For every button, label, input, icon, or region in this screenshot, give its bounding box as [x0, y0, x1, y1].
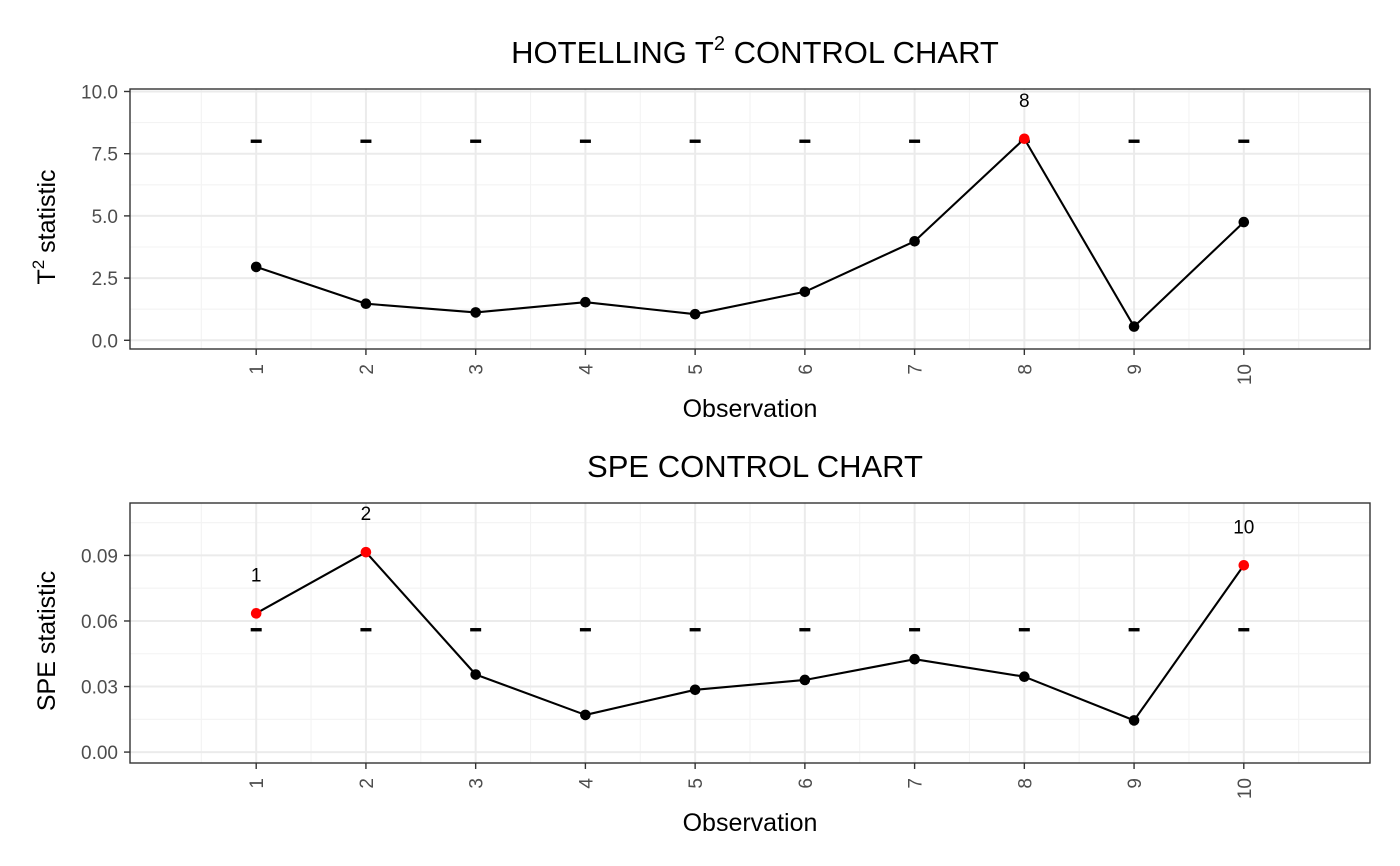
chart-title-text: HOTELLING T — [511, 35, 714, 70]
y-axis-title-text: T — [33, 269, 61, 284]
x-tick-label: 4 — [576, 364, 597, 375]
out-of-control-point — [360, 546, 372, 558]
chart-2: 1 2 10 0.00 0.03 0.06 0.09 1 2 3 4 5 6 7 8 9 10 SPE CONTR… — [33, 449, 1371, 837]
chart-title-text: SPE CONTROL CHART — [587, 449, 923, 484]
data-point — [909, 235, 920, 247]
x-tick-label: 7 — [906, 778, 927, 789]
point-label: 8 — [1019, 91, 1030, 112]
x-tick-label: 3 — [467, 364, 488, 375]
y-tick-label: 0.09 — [81, 546, 118, 567]
x-tick-label: 10 — [1235, 778, 1256, 799]
x-tick-label: 5 — [686, 778, 707, 789]
y-tick-label: 0.06 — [81, 612, 118, 633]
data-point — [360, 298, 372, 310]
panel-border — [129, 88, 1371, 350]
data-point — [689, 684, 701, 696]
y-axis-title-text: SPE statistic — [33, 571, 61, 711]
data-point — [470, 307, 481, 318]
y-axis-title-suffix: statistic — [33, 169, 61, 259]
x-tick-label: 2 — [357, 364, 378, 375]
x-tick-label: 9 — [1125, 778, 1146, 789]
x-tick-label: 3 — [467, 778, 488, 789]
data-point — [250, 261, 262, 273]
x-tick-label: 1 — [247, 364, 268, 375]
point-label: 10 — [1233, 517, 1254, 538]
y-tick-label: 0.03 — [81, 678, 118, 699]
x-tick-label: 6 — [796, 778, 817, 789]
chart-title: SPE CONTROL CHART — [587, 449, 923, 484]
x-tick-label: 2 — [357, 778, 378, 789]
chart-title-suffix: CONTROL CHART — [725, 35, 999, 70]
data-point — [1019, 671, 1030, 682]
point-label: 2 — [361, 504, 372, 525]
series-line — [255, 137, 1245, 328]
x-tick-label: 8 — [1015, 778, 1036, 789]
data-point — [1128, 715, 1140, 726]
x-tick-label: 7 — [906, 364, 927, 375]
y-axis-title: T2 statistic — [29, 169, 61, 284]
data-point — [580, 296, 591, 308]
y-tick-label: 7.5 — [92, 145, 118, 166]
y-axis-title-superscript: 2 — [29, 260, 48, 269]
data-point — [689, 308, 701, 320]
chart-title-superscript: 2 — [714, 33, 725, 55]
data-point — [799, 674, 811, 686]
y-tick-label: 10.0 — [81, 82, 118, 103]
out-of-control-point — [1238, 559, 1250, 571]
series-line — [255, 551, 1245, 722]
y-axis-title: SPE statistic — [33, 571, 61, 711]
x-tick-label: 9 — [1125, 364, 1146, 375]
out-of-control-point — [250, 608, 262, 619]
data-point — [470, 669, 481, 680]
data-point — [580, 709, 591, 721]
x-tick-label: 6 — [796, 364, 817, 375]
y-tick-label: 0.00 — [81, 743, 118, 764]
data-point — [909, 653, 920, 665]
y-tick-label: 2.5 — [92, 269, 118, 290]
x-tick-label: 1 — [247, 778, 268, 789]
out-of-control-point — [1019, 133, 1030, 145]
x-tick-label: 5 — [686, 364, 707, 375]
point-label: 1 — [251, 565, 262, 586]
data-point — [1238, 216, 1250, 228]
x-tick-label: 8 — [1015, 364, 1036, 375]
x-tick-label: 4 — [576, 778, 597, 789]
data-point — [799, 286, 811, 298]
x-axis-title: Observation — [683, 809, 818, 837]
y-tick-label: 0.0 — [92, 331, 118, 352]
panel-border — [129, 502, 1371, 764]
x-tick-label: 10 — [1235, 364, 1256, 385]
y-tick-label: 5.0 — [92, 207, 118, 228]
x-axis-title: Observation — [683, 395, 818, 423]
data-point — [1128, 321, 1140, 332]
chart-title: HOTELLING T2 CONTROL CHART — [511, 33, 999, 70]
